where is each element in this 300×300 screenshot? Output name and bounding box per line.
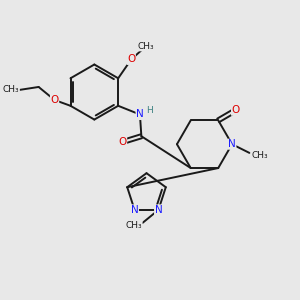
Text: CH₃: CH₃ xyxy=(137,42,154,51)
Text: N: N xyxy=(131,205,139,215)
Text: O: O xyxy=(50,95,59,105)
Text: O: O xyxy=(118,137,127,147)
Text: CH₃: CH₃ xyxy=(125,221,142,230)
Text: N: N xyxy=(154,205,162,215)
Text: N: N xyxy=(136,110,144,119)
Text: N: N xyxy=(228,139,236,149)
Text: CH₃: CH₃ xyxy=(251,151,268,160)
Text: O: O xyxy=(232,105,240,115)
Text: O: O xyxy=(127,54,135,64)
Text: CH₃: CH₃ xyxy=(3,85,20,94)
Text: H: H xyxy=(146,106,153,115)
